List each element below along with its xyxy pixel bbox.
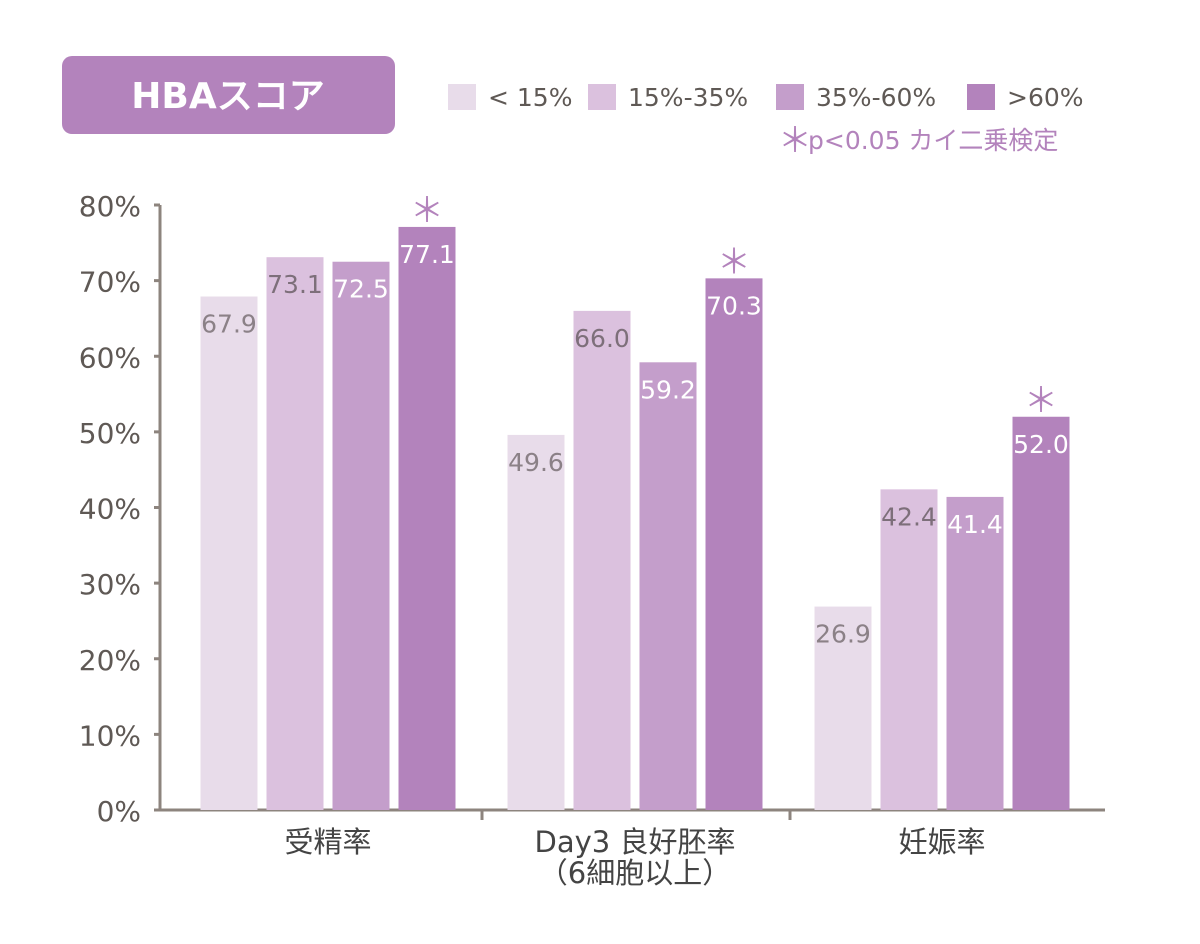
bar-1-3 [332, 261, 390, 810]
legend-significance-symbol: ＊ [778, 121, 812, 161]
legend-swatch-4 [967, 84, 995, 110]
bar-3-4 [1012, 416, 1070, 810]
data-label-1-2: 73.1 [267, 270, 323, 299]
bar-2-2 [573, 310, 631, 810]
chart-title: HBAスコア [131, 76, 324, 117]
significance-marker-1: ＊ [410, 191, 444, 231]
bar-1-2 [266, 257, 324, 810]
y-tick-label-0: 0% [97, 795, 141, 828]
data-label-1-1: 67.9 [201, 310, 257, 339]
y-tick-label-2: 20% [79, 644, 141, 677]
bar-2-3 [639, 362, 697, 810]
bar-2-1 [507, 434, 565, 810]
data-label-3-2: 42.4 [881, 502, 937, 531]
legend-label-1: < 15% [488, 83, 572, 112]
data-label-2-1: 49.6 [508, 448, 564, 477]
y-tick-label-6: 60% [79, 341, 141, 374]
x-category-label-3-line-1: 妊娠率 [898, 825, 985, 859]
data-label-3-1: 26.9 [815, 620, 871, 649]
legend-label-3: 35%-60% [816, 83, 936, 112]
significance-marker-3: ＊ [1024, 381, 1058, 421]
y-tick-label-4: 40% [79, 493, 141, 526]
legend-label-2: 15%-35% [628, 83, 748, 112]
x-category-label-1-line-1: 受精率 [284, 825, 371, 859]
y-tick-label-5: 50% [79, 417, 141, 450]
x-category-label-2-line-1: Day3 良好胚率 [535, 825, 736, 859]
y-tick-label-3: 30% [79, 568, 141, 601]
data-label-1-4: 77.1 [399, 240, 455, 269]
data-label-2-2: 66.0 [574, 324, 630, 353]
y-tick-label-7: 70% [79, 266, 141, 299]
x-category-label-2-line-2: （6細胞以上） [539, 856, 731, 890]
data-label-3-3: 41.4 [947, 510, 1003, 539]
y-tick-label-8: 80% [79, 190, 141, 223]
data-label-1-3: 72.5 [333, 275, 389, 304]
data-label-2-4: 70.3 [706, 291, 762, 320]
bar-3-2 [880, 489, 938, 810]
data-label-3-4: 52.0 [1013, 430, 1069, 459]
bar-1-4 [398, 226, 456, 810]
legend-label-4: >60% [1007, 83, 1084, 112]
y-tick-label-1: 10% [79, 719, 141, 752]
bar-3-3 [946, 496, 1004, 810]
bar-2-4 [705, 278, 763, 810]
bar-3-1 [814, 606, 872, 810]
legend-swatch-3 [776, 84, 804, 110]
bar-1-1 [200, 296, 258, 811]
title-box [62, 56, 395, 134]
significance-marker-2: ＊ [717, 242, 751, 282]
legend-significance-note: p<0.05 カイ二乗検定 [808, 126, 1058, 155]
legend-swatch-1 [448, 84, 476, 110]
data-label-2-3: 59.2 [640, 375, 696, 404]
legend-swatch-2 [588, 84, 616, 110]
